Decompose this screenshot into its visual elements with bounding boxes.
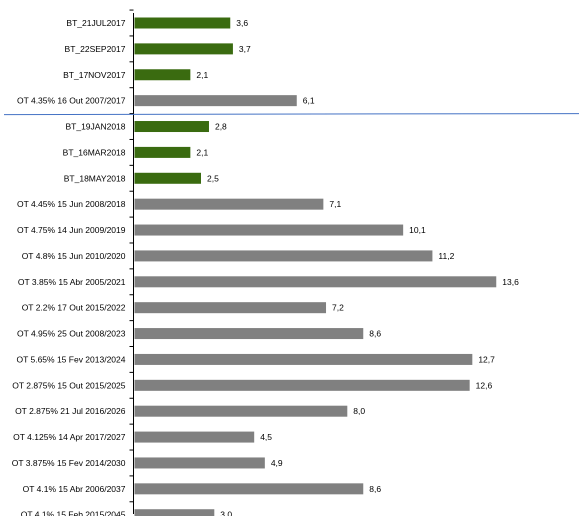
value-label-6: 2,5 [207, 173, 219, 183]
value-label-10: 13,6 [502, 277, 519, 287]
value-label-12: 8,6 [369, 329, 381, 339]
category-label-3: OT 4.35% 16 Out 2007/2017 [17, 96, 126, 106]
category-label-10: OT 3.85% 15 Abr 2005/2021 [18, 277, 126, 287]
category-label-11: OT 2.2% 17 Out 2015/2022 [22, 303, 126, 313]
category-label-9: OT 4.8% 15 Jun 2010/2020 [22, 251, 126, 261]
bar-8 [134, 224, 404, 236]
bar-2 [134, 69, 191, 81]
bar-13 [134, 353, 473, 365]
value-label-16: 4,5 [260, 432, 272, 442]
category-label-14: OT 2.875% 15 Out 2015/2025 [12, 380, 126, 390]
bar-18 [134, 483, 364, 495]
value-label-7: 7,1 [329, 199, 341, 209]
category-label-7: OT 4.45% 15 Jun 2008/2018 [17, 199, 126, 209]
category-label-12: OT 4.95% 25 Out 2008/2023 [17, 329, 126, 339]
category-label-17: OT 3.875% 15 Fev 2014/2030 [12, 458, 126, 468]
value-label-18: 8,6 [369, 484, 381, 494]
bar-12 [134, 328, 364, 340]
value-label-1: 3,7 [239, 44, 251, 54]
category-label-5: BT_16MAR2018 [63, 147, 126, 157]
bar-1 [134, 43, 233, 55]
value-label-14: 12,6 [476, 380, 493, 390]
value-label-2: 2,1 [196, 70, 208, 80]
bar-4 [134, 121, 209, 133]
value-label-8: 10,1 [409, 225, 426, 235]
value-label-11: 7,2 [332, 303, 344, 313]
bar-10 [134, 276, 497, 288]
category-label-4: BT_19JAN2018 [65, 122, 125, 132]
bar-17 [134, 457, 265, 469]
bar-3 [134, 95, 297, 107]
category-label-0: BT_21JUL2017 [66, 18, 125, 28]
category-label-13: OT 5.65% 15 Fev 2013/2024 [16, 354, 125, 364]
bar-5 [134, 146, 191, 158]
value-label-3: 6,1 [303, 96, 315, 106]
value-label-15: 8,0 [353, 406, 365, 416]
bar-16 [134, 431, 255, 443]
bar-6 [134, 172, 201, 184]
value-label-19: 3,0 [220, 510, 232, 516]
value-label-17: 4,9 [271, 458, 283, 468]
separator-line [3, 113, 579, 116]
category-label-6: BT_18MAY2018 [64, 173, 126, 183]
bar-0 [134, 17, 231, 29]
bar-9 [134, 250, 433, 262]
category-label-2: BT_17NOV2017 [63, 70, 126, 80]
bar-15 [134, 405, 348, 417]
category-label-18: OT 4.1% 15 Abr 2006/2037 [23, 484, 126, 494]
bar-11 [134, 302, 327, 314]
category-label-1: BT_22SEP2017 [65, 44, 126, 54]
value-label-4: 2,8 [215, 122, 227, 132]
bar-7 [134, 198, 324, 210]
category-label-16: OT 4.125% 14 Apr 2017/2027 [13, 432, 126, 442]
bar-19 [134, 509, 215, 516]
value-label-9: 11,2 [438, 251, 454, 261]
category-label-19: OT 4.1% 15 Feb 2015/2045 [21, 510, 126, 516]
value-label-13: 12,7 [478, 354, 495, 364]
value-label-5: 2,1 [196, 147, 208, 157]
category-label-8: OT 4.75% 14 Jun 2009/2019 [17, 225, 126, 235]
value-label-0: 3,6 [236, 18, 248, 28]
bar-14 [134, 379, 470, 391]
category-label-15: OT 2.875% 21 Jul 2016/2026 [15, 406, 126, 416]
